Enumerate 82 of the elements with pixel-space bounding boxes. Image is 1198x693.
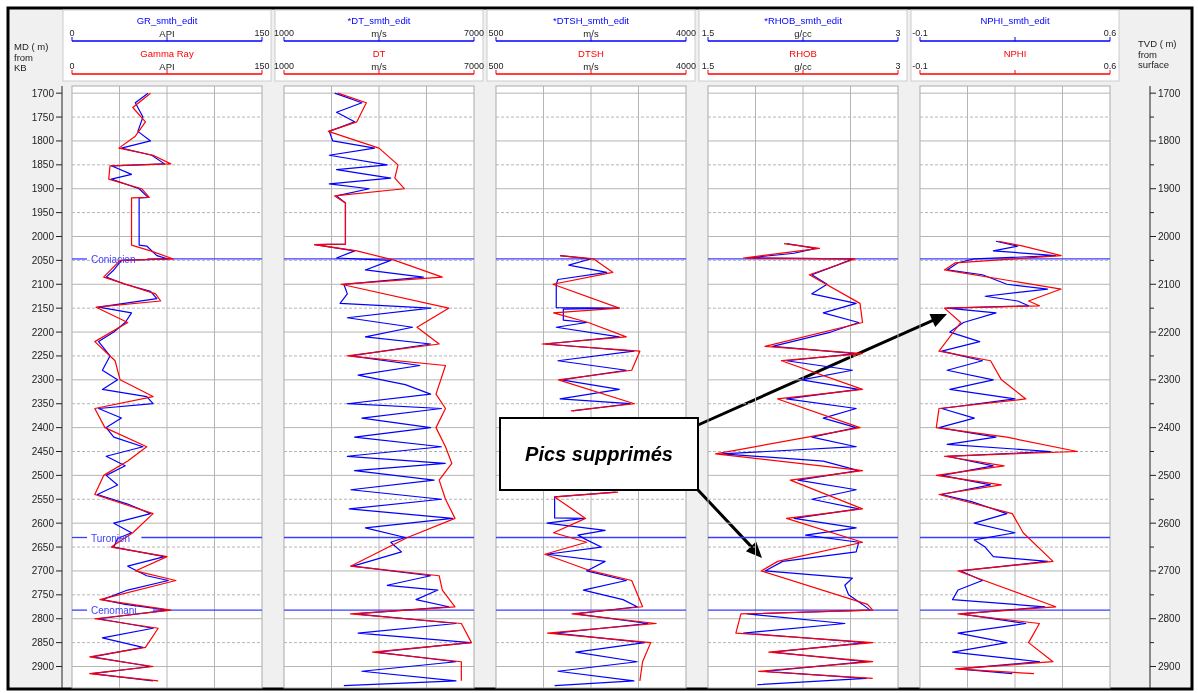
text: *DT_smth_edit (347, 15, 411, 26)
x-axis-title: m/s (583, 61, 599, 72)
y-tick-label: 2000 (1158, 231, 1181, 242)
ref-line-label: Cenomani.. (91, 605, 143, 617)
x-axis-title: API (159, 61, 175, 72)
y-tick-label: 1850 (31, 159, 55, 171)
text: Gamma Ray (140, 48, 194, 59)
text: RHOB (789, 48, 817, 59)
y-tick-label: 2900 (31, 661, 55, 672)
x-tick-label: 1000 (273, 61, 295, 71)
x-tick-label: -0.1 (912, 61, 928, 71)
y-tick-label: 2100 (31, 278, 55, 290)
x2-tick-label: 1000 (273, 28, 295, 38)
y-tick-label: 1900 (1158, 183, 1181, 195)
y-tick-label: 2050 (31, 254, 55, 266)
x-tick-label: 0.6 (1103, 61, 1117, 71)
text: DT (372, 48, 386, 59)
y-tick-label: 1800 (31, 135, 55, 147)
ref-line-label: Coniacien (91, 253, 136, 265)
x2-axis-title: API (159, 28, 175, 39)
y-tick-label: 2250 (31, 350, 55, 362)
x2-axis-title: g/cc (794, 28, 812, 39)
y-tick-label: 2500 (31, 469, 55, 481)
y-tick-label: 2850 (31, 637, 55, 649)
y-tick-label: 2300 (1158, 374, 1181, 386)
x-tick-label: 150 (254, 61, 270, 71)
x-tick-label: 1.5 (701, 61, 715, 71)
y-tick-label: 1750 (31, 111, 55, 123)
x2-tick-label: 3 (895, 28, 901, 38)
y-axis-title: TVD ( m) from surface (1138, 38, 1177, 70)
x2-tick-label: 150 (254, 28, 270, 38)
text: *RHOB_smth_edit (764, 15, 843, 26)
x2-tick-label: -0.1 (912, 28, 928, 38)
text: NPHI_smth_edit (980, 15, 1050, 26)
x-tick-label: 4000 (675, 61, 697, 71)
annotation: Pics supprimés (525, 443, 673, 465)
x-tick-label: 3 (895, 61, 901, 71)
x2-tick-label: 500 (488, 28, 504, 38)
x-axis-title: g/cc (794, 61, 812, 72)
text: *DTSH_smth_edit (552, 15, 630, 26)
y-tick-label: 2150 (31, 302, 55, 314)
x2-tick-label: 0.6 (1103, 28, 1117, 38)
y-tick-label: 2000 (31, 231, 55, 242)
callout-box: Pics supprimés (499, 417, 699, 491)
x2-tick-label: 4000 (675, 28, 697, 38)
y-tick-label: 2400 (1158, 422, 1181, 434)
y-tick-label: 2100 (1158, 278, 1181, 290)
y-axis-title: MD ( m) from KB (14, 41, 49, 73)
x2-tick-label: 7000 (463, 28, 485, 38)
y-tick-label: 2650 (31, 541, 55, 553)
y-tick-label: 2750 (31, 589, 55, 601)
y-tick-label: 2550 (31, 493, 55, 505)
y-tick-label: 1700 (31, 87, 55, 99)
x-tick-label: 7000 (463, 61, 485, 71)
y-tick-label: 1800 (1158, 135, 1181, 147)
x2-axis-title: m/s (583, 28, 599, 39)
y-tick-label: 1950 (31, 207, 55, 219)
y-tick-label: 2500 (1158, 469, 1181, 481)
text: DTSH (578, 48, 605, 59)
y-tick-label: 2900 (1158, 661, 1181, 672)
x2-axis-title: m/s (371, 28, 387, 39)
y-tick-label: 2450 (31, 446, 55, 457)
y-tick-label: 2800 (31, 613, 55, 625)
y-tick-label: 2800 (1158, 613, 1181, 625)
y-tick-label: 2350 (31, 398, 55, 410)
y-tick-label: 2700 (1158, 565, 1181, 577)
y-tick-label: 2700 (31, 565, 55, 577)
y-tick-label: 2300 (31, 374, 55, 386)
y-tick-label: 1900 (31, 183, 55, 195)
text: GR_smth_edit (136, 15, 198, 26)
y-tick-label: 2200 (31, 326, 55, 338)
x2-tick-label: 0 (69, 28, 75, 38)
x-axis-title: m/s (371, 61, 387, 72)
y-tick-label: 2600 (1158, 517, 1181, 529)
x-tick-label: 500 (488, 61, 504, 71)
x-tick-label: 0 (69, 61, 75, 71)
x2-tick-label: 1.5 (701, 28, 715, 38)
y-tick-label: 2600 (31, 517, 55, 529)
y-tick-label: 1700 (1158, 87, 1181, 99)
y-tick-label: 2200 (1158, 326, 1181, 338)
y-tick-label: 2400 (31, 422, 55, 434)
text: NPHI (1003, 48, 1027, 59)
